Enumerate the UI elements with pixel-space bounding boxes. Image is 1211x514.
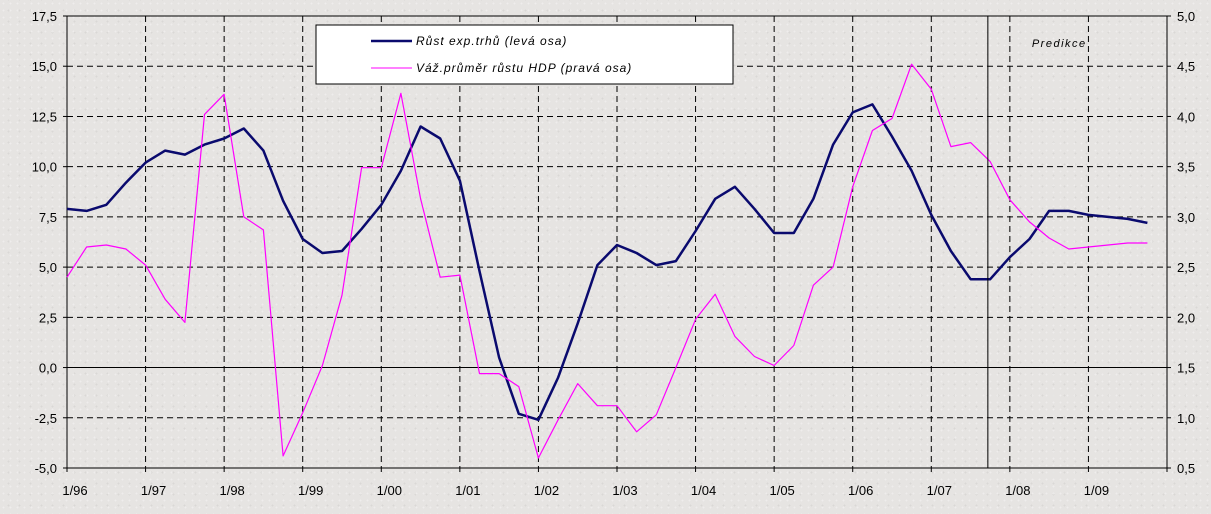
left-tick-label: 7,5 [39, 210, 57, 225]
x-tick-label: 1/97 [141, 483, 166, 498]
x-tick-label: 1/08 [1005, 483, 1030, 498]
right-tick-label: 5,0 [1177, 9, 1195, 24]
series-layer [66, 63, 1148, 459]
left-tick-label: 10,0 [32, 160, 57, 175]
left-tick-label: 2,5 [39, 310, 57, 325]
x-tick-label: 1/04 [691, 483, 716, 498]
x-tick-label: 1/96 [62, 483, 87, 498]
x-tick-label: 1/98 [219, 483, 244, 498]
x-tick-label: 1/09 [1084, 483, 1109, 498]
x-tick-label: 1/00 [377, 483, 402, 498]
x-tick-label: 1/03 [612, 483, 637, 498]
left-tick-label: -2,5 [35, 411, 57, 426]
left-tick-label: 15,0 [32, 59, 57, 74]
right-tick-label: 2,5 [1177, 260, 1195, 275]
left-tick-label: 12,5 [32, 109, 57, 124]
right-tick-label: 2,0 [1177, 310, 1195, 325]
right-tick-label: 1,0 [1177, 411, 1195, 426]
left-tick-label: -5,0 [35, 461, 57, 476]
prediction-label: Predikce [1032, 38, 1087, 50]
right-tick-label: 3,5 [1177, 160, 1195, 175]
x-tick-label: 1/01 [455, 483, 480, 498]
x-tick-label: 1/05 [769, 483, 794, 498]
right-tick-label: 0,5 [1177, 461, 1195, 476]
series-line-exp-markets [66, 103, 1148, 422]
grid [67, 16, 1167, 468]
left-tick-label: 17,5 [32, 9, 57, 24]
axes: -5,0 -2,5 0,0 2,5 5,0 7,5 10,0 12,5 15,0 17,5 0,5 1… [32, 9, 1195, 498]
left-tick-label: 0,0 [39, 361, 57, 376]
x-tick-label: 1/07 [927, 483, 952, 498]
right-tick-label: 4,5 [1177, 59, 1195, 74]
x-tick-label: 1/99 [298, 483, 323, 498]
annotation-layer: Predikce [987, 16, 1087, 468]
left-tick-label: 5,0 [39, 260, 57, 275]
legend: Růst exp.trhů (levá osa) Váž.průměr růst… [315, 24, 734, 85]
legend-label-exp-markets: Růst exp.trhů (levá osa) [416, 34, 567, 48]
right-tick-label: 4,0 [1177, 109, 1195, 124]
series-line-gdp-growth [66, 63, 1148, 459]
right-tick-label: 1,5 [1177, 361, 1195, 376]
x-tick-label: 1/02 [534, 483, 559, 498]
legend-label-gdp-growth: Váž.průměr růstu HDP (pravá osa) [416, 61, 632, 75]
x-tick-label: 1/06 [848, 483, 873, 498]
legend-box [315, 24, 734, 85]
right-tick-label: 3,0 [1177, 210, 1195, 225]
